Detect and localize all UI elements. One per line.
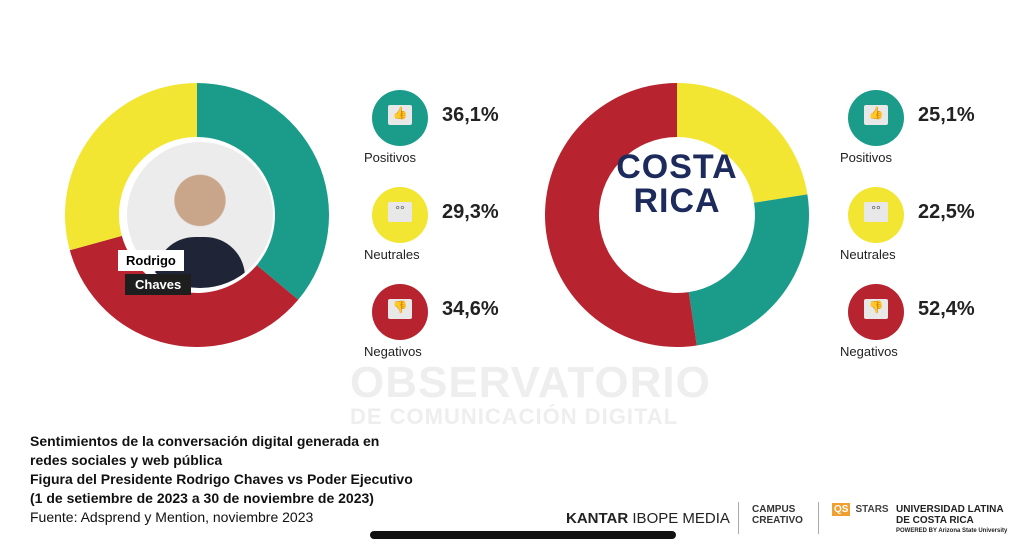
legend-percent: 34,6% <box>442 298 499 320</box>
legend-percent: 22,5% <box>918 201 975 223</box>
caption-line: (1 de setiembre de 2023 a 30 de noviembr… <box>30 490 374 506</box>
donut-chart-costa-rica <box>545 83 809 347</box>
watermark-line: OBSERVATORIO <box>350 358 711 407</box>
donut-slice-negativos <box>545 83 697 347</box>
caption-line: redes sociales y web pública <box>30 452 223 468</box>
donut-slice-positivos <box>197 83 329 300</box>
legend-item-negativos: 👎 52,4% Negativos <box>838 284 988 374</box>
caption: Sentimientos de la conversación digital … <box>30 432 413 527</box>
legend-item-neutrales: °° 22,5% Neutrales <box>838 187 988 277</box>
legend-item-positivos: 👍 25,1% Positivos <box>838 90 988 180</box>
legend-percent: 29,3% <box>442 201 499 223</box>
footer-logos: KANTAR IBOPE MEDIA CAMPUS CREATIVO QS STAR… <box>566 500 1016 536</box>
legend-label: Neutrales <box>364 247 420 262</box>
name-label-last: Chaves <box>125 274 192 295</box>
legend-label: Neutrales <box>840 247 896 262</box>
thumbs-up-icon: 👍 <box>372 90 428 146</box>
qs-stars-logo: QS STARS <box>832 503 889 516</box>
watermark: OBSERVATORIO DE COMUNICACIÓN DIGITAL <box>350 358 711 430</box>
donut-slice-positivos <box>688 194 809 346</box>
thumbs-up-icon: 👍 <box>848 90 904 146</box>
donut-slice-neutrales <box>65 83 197 251</box>
name-label-first: Rodrigo <box>118 250 184 271</box>
legend-percent: 52,4% <box>918 298 975 320</box>
watermark-line: DE COMUNICACIÓN DIGITAL <box>350 404 679 429</box>
source-text: Fuente: Adsprend y Mention, noviembre 20… <box>30 509 314 525</box>
legend-label: Negativos <box>364 344 422 359</box>
thumbs-down-icon: 👎 <box>848 284 904 340</box>
donut-slice-neutrales <box>677 83 808 203</box>
legend-item-negativos: 👎 34,6% Negativos <box>362 284 512 374</box>
legend-item-positivos: 👍 36,1% Positivos <box>362 90 512 180</box>
legend-label: Negativos <box>840 344 898 359</box>
divider <box>738 502 739 534</box>
divider <box>818 502 819 534</box>
home-indicator[interactable] <box>370 531 676 539</box>
campus-creativo-logo: CAMPUS CREATIVO <box>752 504 803 526</box>
legend-percent: 25,1% <box>918 104 975 126</box>
caption-line: Figura del Presidente Rodrigo Chaves vs … <box>30 471 413 487</box>
thumbs-down-icon: 👎 <box>372 284 428 340</box>
legend-label: Positivos <box>840 150 893 165</box>
kantar-logo: KANTAR IBOPE MEDIA <box>566 510 730 527</box>
ulatina-logo: UNIVERSIDAD LATINA DE COSTA RICA POWERED B… <box>896 504 1008 534</box>
legend-item-neutrales: °° 29,3% Neutrales <box>362 187 512 277</box>
neutral-face-icon: °° <box>848 187 904 243</box>
legend-percent: 36,1% <box>442 104 499 126</box>
neutral-face-icon: °° <box>372 187 428 243</box>
costa-rica-logo: COSTA RICA <box>616 148 738 220</box>
legend-label: Positivos <box>364 150 417 165</box>
caption-line: Sentimientos de la conversación digital … <box>30 433 380 449</box>
